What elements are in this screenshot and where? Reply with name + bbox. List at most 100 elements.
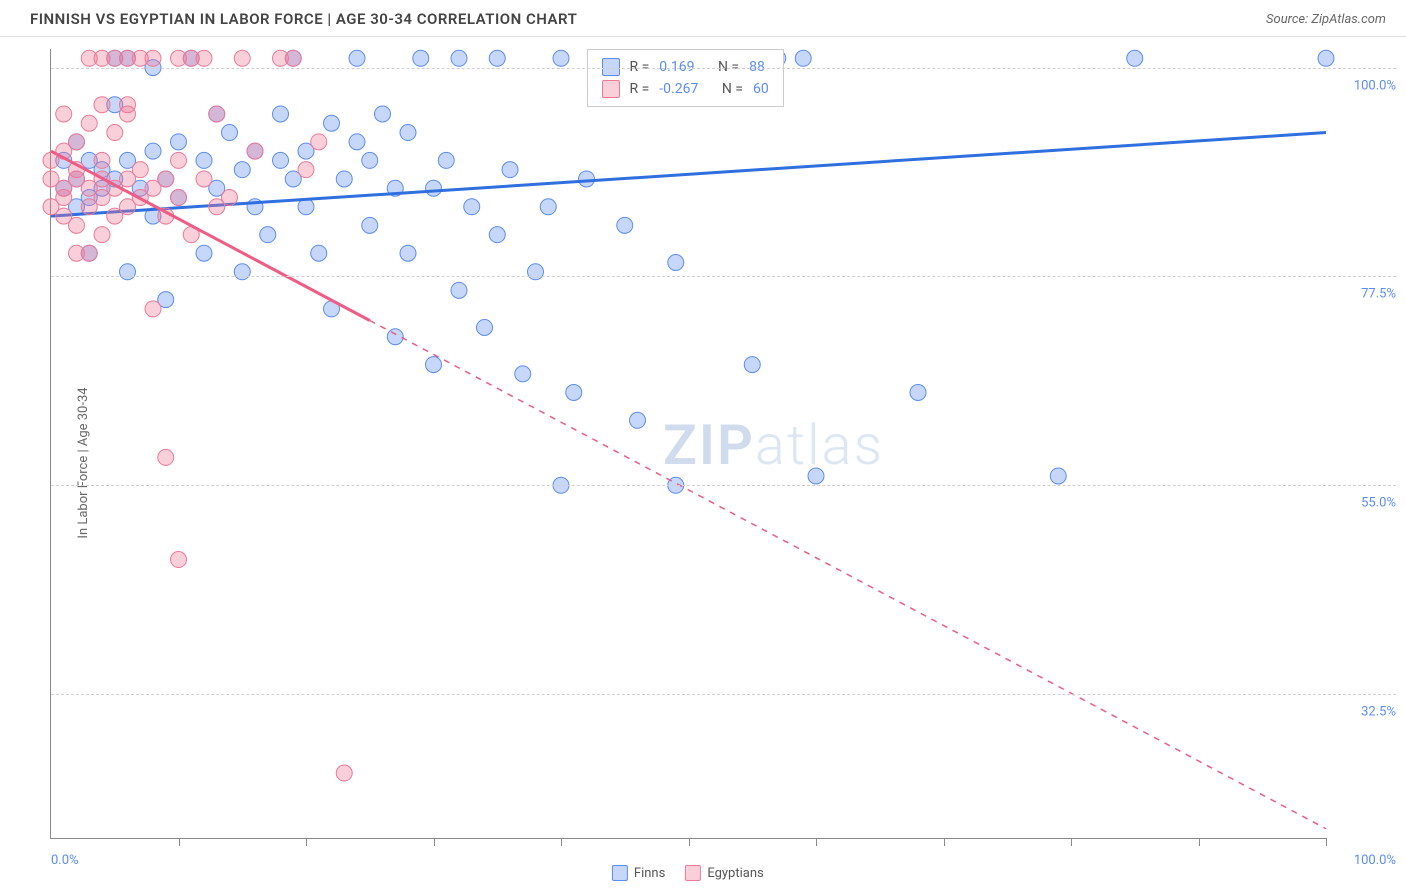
- scatter-point: [566, 384, 582, 400]
- x-tick: [434, 838, 435, 846]
- scatter-point: [273, 106, 289, 122]
- scatter-point: [336, 171, 352, 187]
- legend-label-egyptians: Egyptians: [707, 866, 763, 881]
- scatter-point: [668, 254, 684, 270]
- legend-item-egyptians: Egyptians: [685, 865, 763, 881]
- scatter-point: [387, 329, 403, 345]
- chart-title: FINNISH VS EGYPTIAN IN LABOR FORCE | AGE…: [30, 10, 577, 28]
- legend-swatch-finns: [612, 865, 628, 881]
- scatter-point: [1127, 50, 1143, 66]
- x-tick: [816, 838, 817, 846]
- y-tick-label: 77.5%: [1361, 287, 1396, 302]
- x-tick: [306, 838, 307, 846]
- scatter-point: [94, 227, 110, 243]
- scatter-point: [94, 152, 110, 168]
- scatter-point: [910, 384, 926, 400]
- scatter-point: [298, 162, 314, 178]
- scatter-point: [795, 50, 811, 66]
- scatter-point: [171, 552, 187, 568]
- legend-label-finns: Finns: [634, 866, 665, 881]
- x-label-min: 0.0%: [51, 853, 79, 868]
- stat-n-value-egyptians: 60: [753, 81, 769, 97]
- x-tick: [561, 838, 562, 846]
- chart-source: Source: ZipAtlas.com: [1266, 12, 1386, 27]
- bottom-legend: Finns Egyptians: [612, 865, 764, 881]
- stat-swatch-egyptians: [602, 80, 620, 98]
- scatter-point: [489, 50, 505, 66]
- scatter-point: [171, 190, 187, 206]
- scatter-point: [362, 217, 378, 233]
- scatter-point: [375, 106, 391, 122]
- scatter-point: [630, 412, 646, 428]
- scatter-point: [209, 106, 225, 122]
- scatter-point: [579, 171, 595, 187]
- chart-area: In Labor Force | Age 30-34 ZIPatlas R = …: [0, 37, 1406, 889]
- y-tick-label: 32.5%: [1361, 705, 1396, 720]
- scatter-point: [222, 190, 238, 206]
- plot-area: ZIPatlas R = 0.169 N = 88 R = -0.267 N =…: [50, 49, 1326, 839]
- scatter-point: [744, 357, 760, 373]
- scatter-point: [413, 50, 429, 66]
- scatter-point: [451, 50, 467, 66]
- legend-swatch-egyptians: [685, 865, 701, 881]
- scatter-point: [69, 217, 85, 233]
- scatter-point: [196, 50, 212, 66]
- gridline: [51, 68, 1396, 69]
- x-tick: [689, 838, 690, 846]
- scatter-point: [145, 143, 161, 159]
- scatter-point: [617, 217, 633, 233]
- x-tick: [1071, 838, 1072, 846]
- scatter-point: [400, 245, 416, 261]
- scatter-point: [196, 245, 212, 261]
- scatter-point: [349, 134, 365, 150]
- scatter-point: [477, 319, 493, 335]
- scatter-point: [145, 301, 161, 317]
- scatter-point: [362, 152, 378, 168]
- scatter-point: [196, 171, 212, 187]
- scatter-point: [132, 162, 148, 178]
- gridline: [51, 485, 1396, 486]
- scatter-point: [1318, 50, 1334, 66]
- stat-box: R = 0.169 N = 88 R = -0.267 N = 60: [587, 49, 784, 107]
- scatter-point: [234, 50, 250, 66]
- x-label-max: 100.0%: [1354, 853, 1396, 868]
- x-tick: [179, 838, 180, 846]
- scatter-point: [489, 227, 505, 243]
- x-tick: [944, 838, 945, 846]
- scatter-point: [451, 282, 467, 298]
- scatter-point: [311, 245, 327, 261]
- x-tick: [1326, 838, 1327, 846]
- scatter-point: [81, 115, 97, 131]
- scatter-point: [81, 245, 97, 261]
- scatter-point: [196, 152, 212, 168]
- scatter-point: [56, 190, 72, 206]
- stat-r-label: R =: [630, 81, 650, 97]
- scatter-point: [808, 468, 824, 484]
- scatter-point: [273, 152, 289, 168]
- scatter-point: [260, 227, 276, 243]
- scatter-point: [234, 162, 250, 178]
- scatter-point: [158, 171, 174, 187]
- x-tick: [1199, 838, 1200, 846]
- gridline: [51, 276, 1396, 277]
- scatter-point: [158, 449, 174, 465]
- chart-header: FINNISH VS EGYPTIAN IN LABOR FORCE | AGE…: [0, 0, 1406, 37]
- scatter-point: [145, 50, 161, 66]
- stat-n-label: N =: [722, 81, 743, 97]
- scatter-point: [438, 152, 454, 168]
- scatter-point: [285, 50, 301, 66]
- scatter-point: [515, 366, 531, 382]
- stat-row-egyptians: R = -0.267 N = 60: [602, 78, 769, 100]
- scatter-point: [400, 125, 416, 141]
- scatter-point: [426, 357, 442, 373]
- scatter-point: [171, 152, 187, 168]
- scatter-point: [222, 125, 238, 141]
- scatter-point: [120, 97, 136, 113]
- stat-r-value-egyptians: -0.267: [659, 81, 698, 97]
- scatter-point: [56, 106, 72, 122]
- scatter-point: [107, 125, 123, 141]
- scatter-point: [502, 162, 518, 178]
- trend-line-dashed: [370, 321, 1326, 829]
- scatter-point: [553, 50, 569, 66]
- scatter-point: [247, 143, 263, 159]
